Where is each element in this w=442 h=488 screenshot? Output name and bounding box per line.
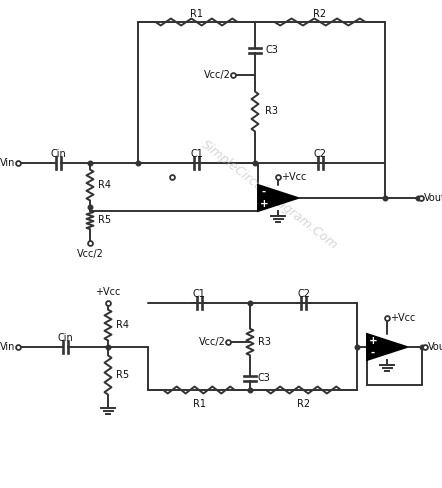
Text: Vout: Vout [424,193,442,203]
Text: R2: R2 [313,9,327,19]
Text: Vin: Vin [0,342,15,352]
Text: C2: C2 [313,149,327,159]
Text: C2: C2 [297,289,310,299]
Text: R5: R5 [116,370,129,380]
Text: R3: R3 [258,337,271,347]
Text: +: + [259,199,268,209]
Text: Vin: Vin [0,158,15,168]
Text: Cin: Cin [57,333,73,343]
Text: R1: R1 [190,9,203,19]
Text: R2: R2 [297,399,310,409]
Text: -: - [262,187,266,197]
Text: C3: C3 [258,373,271,383]
Text: C1: C1 [193,289,206,299]
Text: Vcc/2: Vcc/2 [76,249,103,259]
Text: R4: R4 [116,320,129,330]
Text: Vcc/2: Vcc/2 [199,337,226,347]
Text: Vcc/2: Vcc/2 [204,70,231,80]
Text: +: + [369,336,377,346]
Polygon shape [367,334,407,360]
Text: -: - [371,348,375,358]
Text: Vout: Vout [428,342,442,352]
Text: R3: R3 [265,106,278,117]
Text: R4: R4 [98,180,111,190]
Text: R5: R5 [98,215,111,225]
Text: +Vcc: +Vcc [281,172,306,182]
Polygon shape [258,185,298,211]
Text: C3: C3 [265,45,278,55]
Text: R1: R1 [193,399,206,409]
Text: SimpleCircuitDiagram.Com: SimpleCircuitDiagram.Com [199,138,341,252]
Text: +Vcc: +Vcc [95,287,121,297]
Text: Cin: Cin [50,149,66,159]
Text: C1: C1 [190,149,203,159]
Text: +Vcc: +Vcc [390,313,415,323]
